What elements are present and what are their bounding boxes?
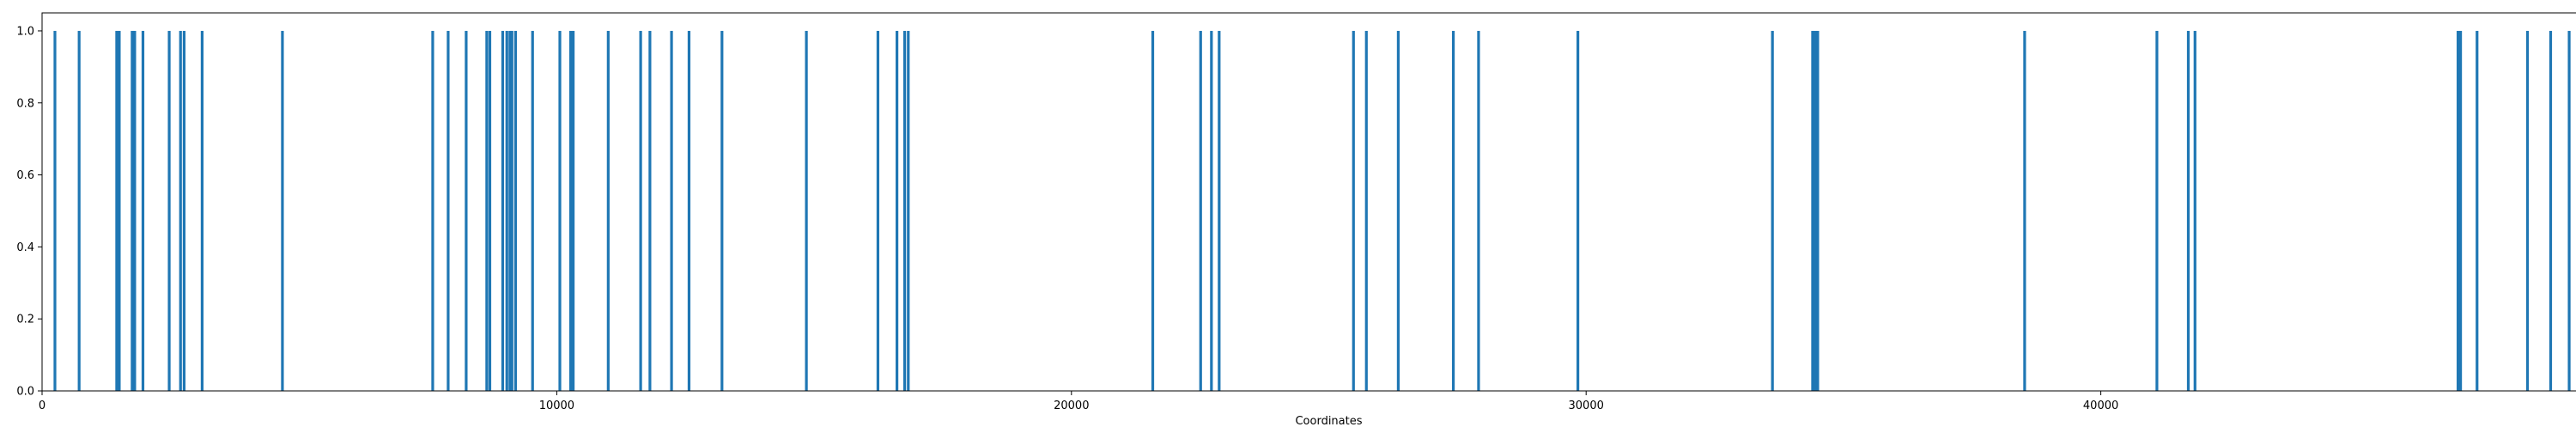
- bar: [648, 30, 652, 391]
- bar: [133, 30, 137, 391]
- bar: [2549, 30, 2553, 391]
- bar: [1199, 30, 1202, 391]
- bar: [2456, 30, 2460, 391]
- x-axis-label: Coordinates: [1295, 415, 1362, 428]
- bar: [200, 30, 204, 391]
- bar: [2186, 30, 2190, 391]
- bar: [1364, 30, 1368, 391]
- bar: [115, 30, 118, 391]
- x-tick-label: 30000: [1569, 399, 1604, 412]
- bar: [1771, 30, 1774, 391]
- bar: [907, 30, 910, 391]
- y-tick-label: 0.8: [16, 97, 34, 110]
- bar: [167, 30, 171, 391]
- bar: [1816, 30, 1820, 391]
- bar: [606, 30, 610, 391]
- bar: [902, 30, 907, 391]
- bar: [1151, 30, 1155, 391]
- bar: [1352, 30, 1355, 391]
- bar: [1577, 30, 1580, 391]
- bar: [876, 30, 880, 391]
- bar: [131, 30, 134, 391]
- y-tick-label: 0.2: [16, 314, 34, 326]
- bar: [571, 30, 575, 391]
- bar: [1811, 30, 1814, 391]
- y-tick-label: 1.0: [16, 25, 34, 38]
- y-tick-label: 0.0: [16, 386, 34, 399]
- bars-group: [53, 30, 2571, 391]
- bar: [2525, 30, 2530, 391]
- bar: [118, 30, 121, 391]
- bar: [431, 30, 434, 391]
- bar: [510, 30, 513, 391]
- bar: [1218, 30, 1221, 391]
- bar: [1477, 30, 1480, 391]
- bar: [805, 30, 808, 391]
- bar: [447, 30, 450, 391]
- bar: [896, 30, 899, 391]
- plot-area: [42, 13, 2576, 391]
- bar: [1396, 30, 1400, 391]
- bar: [77, 30, 81, 391]
- bar: [531, 30, 534, 391]
- bar: [2567, 30, 2571, 391]
- bar: [558, 30, 562, 391]
- x-axis-ticks: 01000020000300004000050000: [39, 391, 2118, 412]
- bar: [2155, 30, 2159, 391]
- bar: [1451, 30, 1455, 391]
- y-tick-label: 0.6: [16, 169, 34, 182]
- bar: [485, 30, 489, 391]
- plot-frame: [41, 12, 2576, 392]
- bar: [513, 30, 518, 391]
- x-tick-label: 0: [39, 399, 46, 412]
- bar: [687, 30, 691, 391]
- y-axis-ticks: 0.0 0.2 0.4 0.6 0.8 1.0: [16, 25, 42, 399]
- bar: [53, 30, 57, 391]
- bar: [2023, 30, 2026, 391]
- x-tick-label: 10000: [539, 399, 574, 412]
- bar: [141, 30, 145, 391]
- bar: [179, 30, 182, 391]
- bar: [639, 30, 642, 391]
- bar: [670, 30, 673, 391]
- bar: [505, 30, 508, 391]
- bar: [501, 30, 505, 391]
- y-tick-label: 0.4: [16, 241, 34, 254]
- bar: [488, 30, 492, 391]
- bar: [2476, 30, 2479, 391]
- bar: [508, 30, 512, 391]
- x-tick-label: 40000: [2083, 399, 2118, 412]
- x-tick-label: 20000: [1054, 399, 1089, 412]
- bar: [465, 30, 468, 391]
- bar: [1814, 30, 1817, 391]
- bar: [182, 30, 186, 391]
- bar: [720, 30, 724, 391]
- bar: [1210, 30, 1213, 391]
- bar: [281, 30, 284, 391]
- bar: [2193, 30, 2196, 391]
- bar: [568, 30, 573, 391]
- bar: [2458, 30, 2463, 391]
